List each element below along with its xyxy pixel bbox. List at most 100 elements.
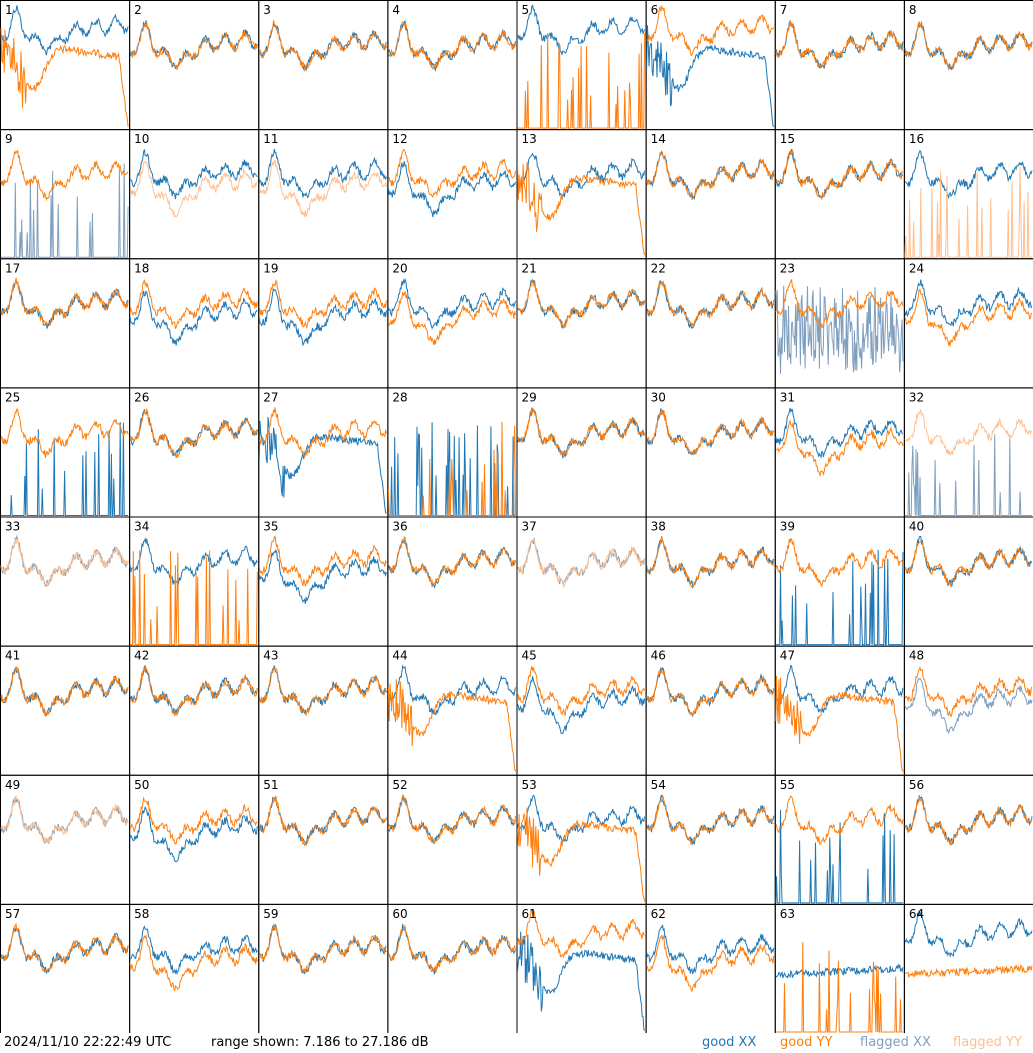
panel-44: 44 [387, 645, 518, 776]
series-yy-62 [646, 934, 775, 993]
panel-34: 34 [129, 516, 260, 647]
panel-frame [516, 516, 647, 647]
series-yy-47 [775, 675, 904, 772]
panel-12: 12 [387, 129, 518, 260]
panel-40: 40 [903, 516, 1033, 647]
panel-frame [0, 774, 131, 905]
series-xx-22 [646, 280, 775, 329]
series-xx-64 [904, 910, 1033, 958]
panel-frame [258, 774, 389, 905]
series-xx-13 [517, 152, 646, 200]
panel-frame [516, 258, 647, 389]
panel-label: 53 [522, 778, 537, 792]
panel-11: 11 [258, 129, 389, 260]
series-xx-19 [258, 288, 387, 347]
panel-51: 51 [258, 774, 389, 905]
series-yy-39 [775, 538, 904, 588]
series-yy-34 [130, 550, 258, 646]
series-xx-25 [1, 421, 129, 516]
series-xx-33 [0, 534, 129, 587]
panel-label: 57 [5, 907, 20, 921]
panel-frame [645, 129, 776, 260]
panel-frame [774, 387, 905, 518]
series-xx-48 [904, 677, 1033, 735]
panel-frame [129, 0, 260, 131]
panel-label: 58 [134, 907, 149, 921]
series-yy-30 [646, 409, 775, 455]
panel-frame [516, 387, 647, 518]
panel-label: 13 [522, 132, 537, 146]
panel-label: 35 [263, 520, 278, 534]
panel-label: 7 [780, 3, 788, 17]
series-yy-10 [130, 160, 258, 218]
panel-59: 59 [258, 903, 389, 1033]
series-yy-25 [0, 408, 129, 458]
series-yy-23 [775, 279, 904, 329]
panel-label: 43 [263, 649, 278, 663]
panel-frame [0, 516, 131, 647]
panel-frame [387, 645, 518, 776]
panel-1: 1 [0, 0, 131, 131]
panel-label: 60 [392, 907, 407, 921]
panel-label: 54 [651, 778, 666, 792]
series-yy-48 [904, 666, 1033, 718]
panel-frame [258, 258, 389, 389]
series-xx-10 [129, 149, 258, 200]
panel-26: 26 [129, 387, 260, 518]
panel-14: 14 [645, 129, 776, 260]
panel-label: 26 [134, 390, 149, 404]
panel-29: 29 [516, 387, 647, 518]
panel-label: 32 [909, 390, 924, 404]
series-xx-49 [0, 796, 129, 844]
panel-33: 33 [0, 516, 131, 647]
panel-frame [129, 129, 260, 260]
panel-label: 5 [522, 3, 530, 17]
panel-38: 38 [645, 516, 776, 647]
series-yy-27 [258, 407, 387, 458]
panel-label: 33 [5, 520, 20, 534]
series-xx-54 [646, 794, 775, 846]
series-yy-64 [904, 963, 1033, 978]
series-xx-61 [517, 931, 646, 1031]
series-xx-4 [387, 20, 516, 72]
panel-label: 11 [263, 132, 278, 146]
panel-label: 61 [522, 907, 537, 921]
series-yy-35 [258, 535, 387, 587]
panel-20: 20 [387, 258, 518, 389]
panel-52: 52 [387, 774, 518, 905]
panel-54: 54 [645, 774, 776, 905]
series-yy-19 [258, 278, 387, 329]
panel-8: 8 [903, 0, 1033, 131]
series-xx-43 [259, 665, 387, 716]
series-yy-37 [517, 538, 646, 589]
panel-label: 46 [651, 649, 666, 663]
panel-label: 38 [651, 520, 666, 534]
panel-label: 55 [780, 778, 795, 792]
panel-47: 47 [774, 645, 905, 776]
series-yy-56 [904, 796, 1033, 847]
series-yy-40 [904, 540, 1033, 587]
series-xx-24 [904, 279, 1033, 328]
panel-48: 48 [903, 645, 1033, 776]
panel-label: 2 [134, 3, 142, 17]
panel-frame [645, 387, 776, 518]
panel-frame [903, 516, 1033, 647]
panel-frame [387, 516, 518, 647]
panel-frame [645, 258, 776, 389]
series-yy-43 [258, 666, 387, 716]
panel-frame [774, 129, 905, 260]
panel-16: 16 [903, 129, 1033, 260]
panel-39: 39 [774, 516, 905, 647]
panel-frame [387, 903, 518, 1033]
panel-frame [645, 516, 776, 647]
series-xx-40 [904, 535, 1033, 587]
panel-36: 36 [387, 516, 518, 647]
panel-43: 43 [258, 645, 389, 776]
series-xx-44 [388, 664, 516, 716]
panel-45: 45 [516, 645, 647, 776]
panel-label: 39 [780, 520, 795, 534]
panel-frame [0, 0, 131, 131]
panel-frame [645, 903, 776, 1033]
panel-2: 2 [129, 0, 260, 131]
panel-frame [387, 129, 518, 260]
